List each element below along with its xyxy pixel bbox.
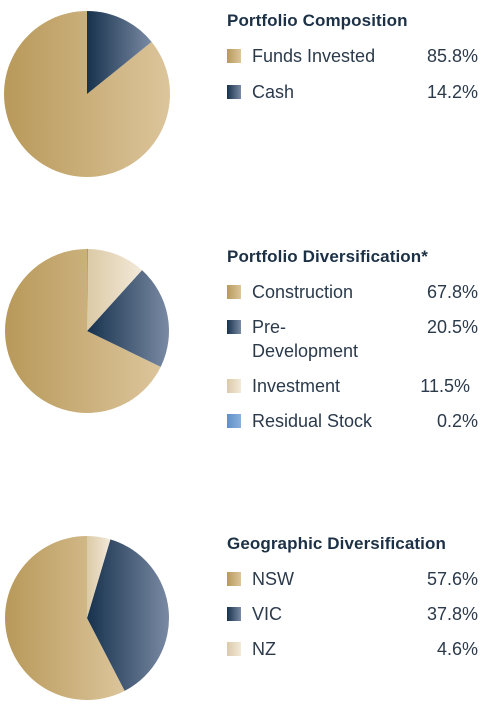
legend-value: 14.2% <box>426 82 478 102</box>
legend-label: Pre- Development <box>252 317 359 361</box>
legend-value: 57.6% <box>426 569 478 589</box>
chart-title: Portfolio Diversification* <box>227 247 428 266</box>
legend-value: 67.8% <box>426 282 478 302</box>
legend-label: Investment <box>252 376 341 396</box>
pie-slice-cash <box>87 10 152 94</box>
legend-item-nz: NZ 4.6% <box>227 637 483 661</box>
pie-slice-vic <box>87 539 170 691</box>
legend-swatch <box>227 85 241 99</box>
chart-title: Portfolio Composition <box>227 11 408 30</box>
pie-geographic-diversification <box>5 536 170 700</box>
pie-portfolio-composition <box>4 10 170 177</box>
legend-item-construction: Construction 67.8% <box>227 280 483 304</box>
legend-item-investment: Investment 11.5% <box>227 374 483 398</box>
legend-item-funds-invested: Funds Invested 85.8% <box>227 44 483 68</box>
legend-item-residual-stock: Residual Stock 0.2% <box>227 409 483 433</box>
legend-label: Funds Invested <box>252 46 376 66</box>
legend-portfolio-diversification: Portfolio Diversification* Construction … <box>227 246 483 433</box>
legend-geographic-diversification: Geographic Diversification NSW 57.6% VIC… <box>227 533 483 661</box>
legend-swatch <box>227 572 241 586</box>
legend-label: NZ <box>252 639 276 659</box>
chart-title: Geographic Diversification <box>227 534 446 553</box>
legend-item-nsw: NSW 57.6% <box>227 567 483 591</box>
legend-value: 85.8% <box>426 46 478 66</box>
legend-swatch <box>227 285 241 299</box>
legend-swatch <box>227 379 241 393</box>
legend-label: VIC <box>252 604 283 624</box>
legend-item-vic: VIC 37.8% <box>227 602 483 626</box>
legend-portfolio-composition: Portfolio Composition Funds Invested 85.… <box>227 10 483 104</box>
legend-value: 37.8% <box>426 604 478 624</box>
pie-slice-funds-invested <box>4 11 170 177</box>
legend-item-pre-development: Pre- Development 20.5% <box>227 315 483 363</box>
legend-label: Construction <box>252 282 354 302</box>
pie-slice-construction <box>4 249 161 413</box>
pie-slice-investment <box>87 249 142 331</box>
pie-slice-nz <box>87 536 111 618</box>
pie-slice-nsw <box>5 536 125 700</box>
legend-value: 11.5% <box>420 376 470 396</box>
legend-item-cash: Cash 14.2% <box>227 80 483 104</box>
legend-swatch <box>227 607 241 621</box>
legend-label: NSW <box>252 569 294 589</box>
legend-label: Residual Stock <box>252 411 373 431</box>
pie-portfolio-diversification <box>4 249 169 413</box>
legend-swatch <box>227 49 241 63</box>
legend-value: 0.2% <box>436 411 478 431</box>
pie-slice-residual-stock <box>87 249 89 331</box>
pie-slice-pre-development <box>87 270 169 367</box>
legend-value: 20.5% <box>426 317 478 337</box>
legend-swatch <box>227 320 241 334</box>
legend-swatch <box>227 414 241 428</box>
legend-label: Cash <box>252 82 295 102</box>
legend-value: 4.6% <box>436 639 478 659</box>
legend-swatch <box>227 642 241 656</box>
